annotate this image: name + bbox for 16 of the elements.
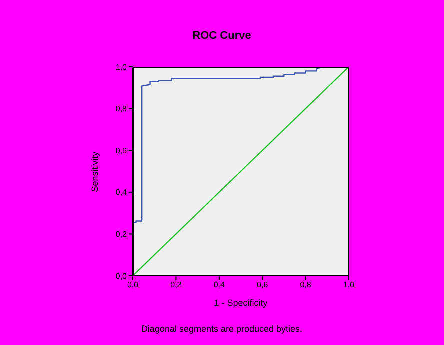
- x-tick-label: 0,6: [257, 280, 269, 290]
- y-tick-label: 0,0: [116, 272, 128, 281]
- y-tick-label: 1,0: [116, 62, 128, 72]
- x-tick-label: 0,8: [300, 280, 312, 290]
- x-axis-title: 1 - Specificity: [213, 298, 269, 308]
- chart-title: ROC Curve: [192, 30, 252, 42]
- y-tick-label: 0,2: [116, 230, 128, 240]
- x-tick-label: 0,4: [214, 280, 226, 290]
- y-tick-label: 0,6: [116, 146, 128, 156]
- x-tick-label: 0,2: [170, 280, 182, 290]
- y-axis-title: Sensitivity: [90, 151, 100, 192]
- y-tick-label: 0,8: [116, 104, 128, 114]
- text: Diagonal segments are produced byties.: [140, 324, 304, 334]
- x-tick-label: 0,0: [127, 280, 140, 290]
- x-tick-label: 1,0: [343, 280, 356, 290]
- y-tick-label: 0,4: [116, 188, 128, 198]
